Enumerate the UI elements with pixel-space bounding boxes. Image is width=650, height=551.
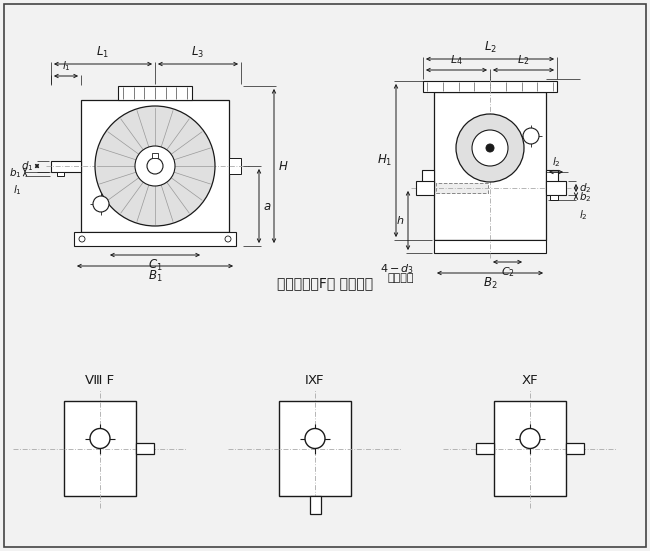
- Bar: [546, 181, 566, 195]
- Text: Ⅷ F: Ⅷ F: [85, 374, 114, 387]
- Bar: [436, 183, 488, 193]
- Text: $b_2$: $b_2$: [579, 191, 592, 204]
- Bar: [550, 195, 558, 200]
- Text: $C_1$: $C_1$: [148, 258, 162, 273]
- Circle shape: [79, 236, 85, 242]
- Circle shape: [225, 236, 231, 242]
- Circle shape: [93, 196, 109, 212]
- Text: $4-d_3$: $4-d_3$: [380, 262, 414, 276]
- Text: $b_1$: $b_1$: [10, 166, 22, 180]
- Text: $L_2$: $L_2$: [484, 40, 497, 55]
- Bar: [118, 86, 192, 100]
- Text: $l_1$: $l_1$: [62, 59, 70, 73]
- Bar: [136, 443, 154, 454]
- Bar: [566, 443, 584, 454]
- Text: $h$: $h$: [396, 214, 404, 226]
- Text: $H$: $H$: [278, 159, 289, 172]
- Circle shape: [486, 144, 494, 152]
- Text: $l_2$: $l_2$: [552, 155, 560, 169]
- Text: $d_2$: $d_2$: [579, 181, 592, 195]
- Bar: [494, 401, 566, 496]
- Bar: [74, 232, 236, 246]
- Bar: [51, 160, 81, 171]
- Bar: [423, 81, 557, 92]
- Circle shape: [523, 128, 539, 144]
- Text: ⅨF: ⅨF: [306, 374, 325, 387]
- Bar: [546, 170, 558, 192]
- Bar: [476, 443, 494, 454]
- Text: $L_2$: $L_2$: [517, 53, 530, 67]
- Bar: [279, 401, 351, 496]
- Text: 装配型式（F－ 带风扇）: 装配型式（F－ 带风扇）: [277, 276, 373, 290]
- Bar: [64, 401, 136, 496]
- Bar: [152, 153, 158, 158]
- Text: $C_2$: $C_2$: [500, 265, 514, 279]
- Text: $B_2$: $B_2$: [483, 276, 497, 291]
- Text: $L_1$: $L_1$: [96, 45, 109, 60]
- Circle shape: [95, 106, 215, 226]
- Text: $H_1$: $H_1$: [377, 153, 392, 168]
- Bar: [57, 171, 64, 176]
- Text: $L_4$: $L_4$: [450, 53, 463, 67]
- Circle shape: [90, 429, 110, 449]
- Text: $l_1$: $l_1$: [13, 183, 22, 197]
- Bar: [434, 240, 546, 253]
- Text: $a$: $a$: [263, 199, 272, 213]
- Circle shape: [520, 429, 540, 449]
- Bar: [416, 181, 434, 195]
- Circle shape: [456, 114, 524, 182]
- Circle shape: [472, 130, 508, 166]
- Bar: [434, 92, 546, 240]
- Text: $l_2$: $l_2$: [579, 208, 588, 222]
- Bar: [309, 496, 320, 514]
- Text: $L_3$: $L_3$: [192, 45, 205, 60]
- Circle shape: [135, 146, 175, 186]
- Bar: [81, 100, 229, 232]
- Bar: [229, 158, 241, 174]
- Text: $B_1$: $B_1$: [148, 269, 162, 284]
- Text: XF: XF: [522, 374, 538, 387]
- Text: $d_1$: $d_1$: [21, 159, 34, 173]
- Circle shape: [305, 429, 325, 449]
- Circle shape: [147, 158, 163, 174]
- Text: 螺栓直径: 螺栓直径: [387, 273, 414, 283]
- Bar: [422, 170, 434, 192]
